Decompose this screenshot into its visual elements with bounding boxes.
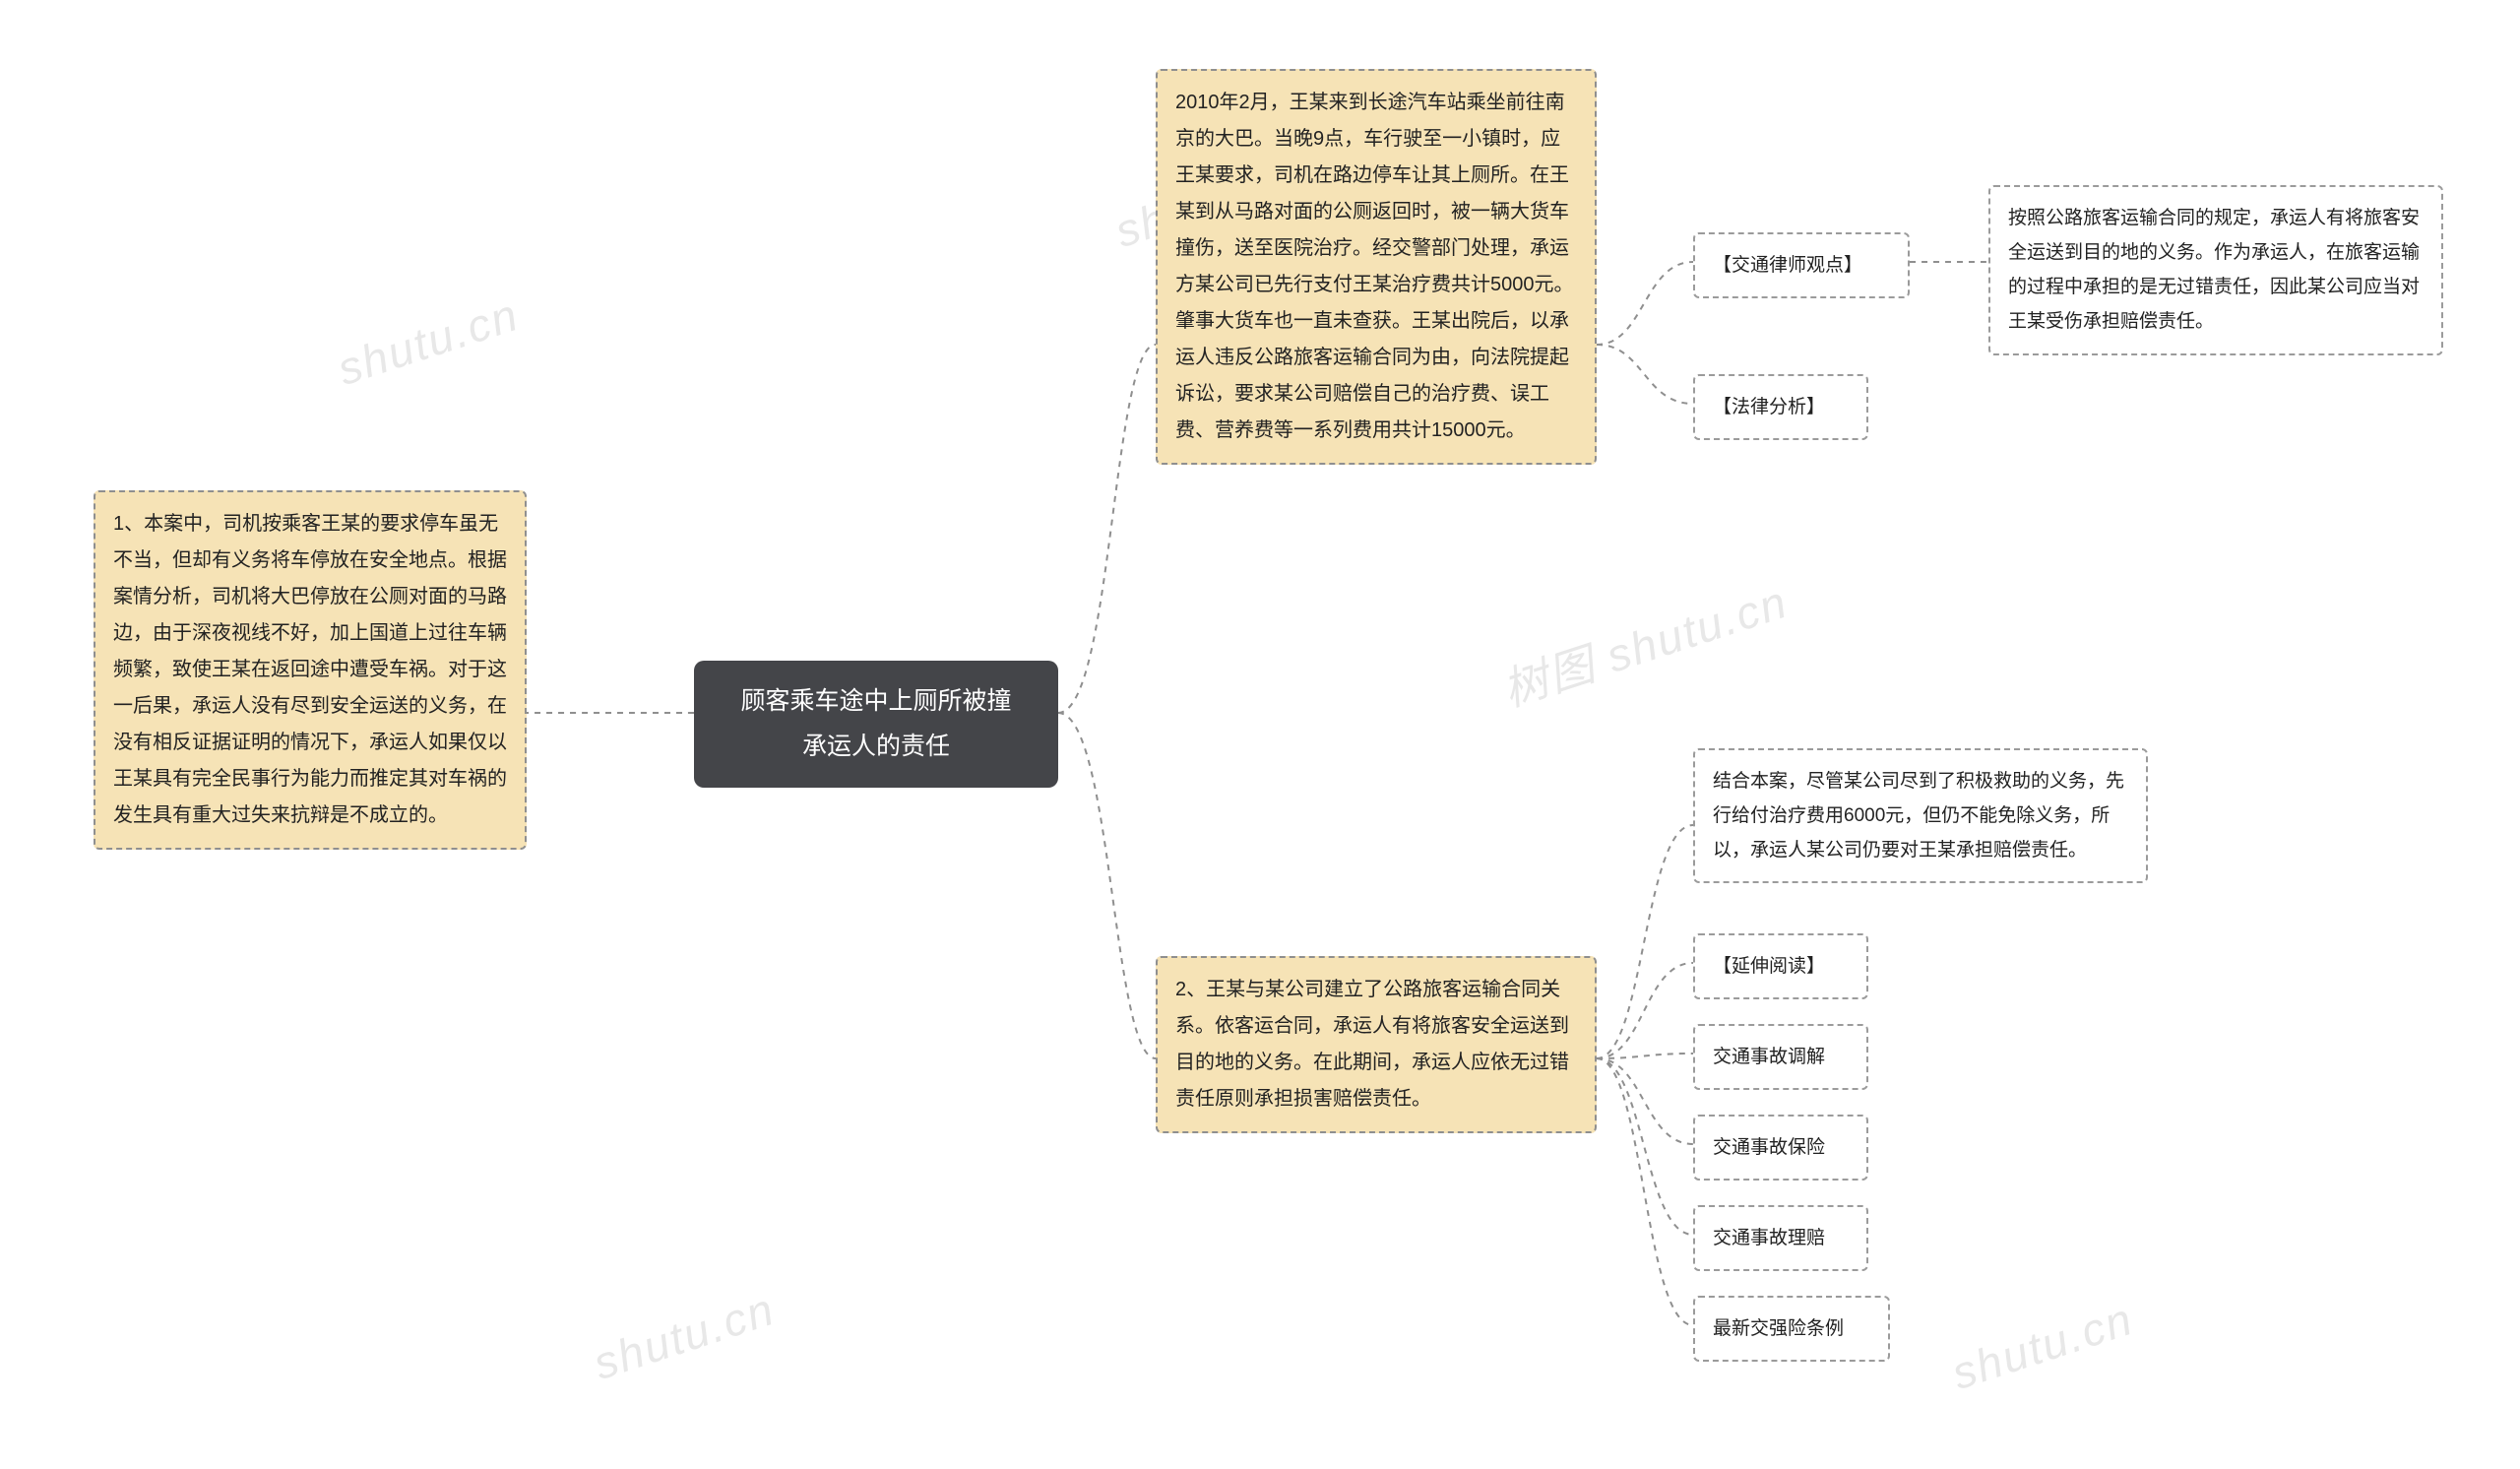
node-text: 2、王某与某公司建立了公路旅客运输合同关系。依客运合同，承运人有将旅客安全运送到…	[1175, 979, 1569, 1110]
right-child-1[interactable]: 2010年2月，王某来到长途汽车站乘坐前往南京的大巴。当晚9点，车行驶至一小镇时…	[1156, 69, 1597, 465]
left-child-node[interactable]: 1、本案中，司机按乘客王某的要求停车虽无不当，但却有义务将车停放在安全地点。根据…	[94, 490, 527, 850]
watermark: shutu.cn	[1945, 1292, 2139, 1400]
mindmap-canvas: shutu.cn shutu.cn 树图 shutu.cn shutu.cn s…	[0, 0, 2520, 1469]
node-label: 交通事故理赔	[1713, 1228, 1825, 1248]
node-case-conclusion[interactable]: 结合本案，尽管某公司尽到了积极救助的义务，先行给付治疗费用6000元，但仍不能免…	[1693, 748, 2148, 883]
node-accident-insurance[interactable]: 交通事故保险	[1693, 1115, 1868, 1181]
node-label: 最新交强险条例	[1713, 1318, 1844, 1339]
watermark: shutu.cn	[587, 1282, 781, 1390]
watermark: 树图 shutu.cn	[1493, 566, 1795, 720]
node-label: 【法律分析】	[1713, 397, 1825, 417]
right-child-2[interactable]: 2、王某与某公司建立了公路旅客运输合同关系。依客运合同，承运人有将旅客安全运送到…	[1156, 956, 1597, 1133]
node-text: 按照公路旅客运输合同的规定，承运人有将旅客安全运送到目的地的义务。作为承运人，在…	[2008, 208, 2420, 332]
node-label: 交通事故调解	[1713, 1047, 1825, 1067]
node-text: 2010年2月，王某来到长途汽车站乘坐前往南京的大巴。当晚9点，车行驶至一小镇时…	[1175, 92, 1574, 441]
watermark: shutu.cn	[331, 287, 525, 396]
node-lawyer-view-detail[interactable]: 按照公路旅客运输合同的规定，承运人有将旅客安全运送到目的地的义务。作为承运人，在…	[1988, 185, 2443, 355]
node-extended-reading[interactable]: 【延伸阅读】	[1693, 933, 1868, 999]
node-accident-mediation[interactable]: 交通事故调解	[1693, 1024, 1868, 1090]
node-legal-analysis[interactable]: 【法律分析】	[1693, 374, 1868, 440]
node-text: 结合本案，尽管某公司尽到了积极救助的义务，先行给付治疗费用6000元，但仍不能免…	[1713, 771, 2124, 861]
node-label: 【交通律师观点】	[1713, 255, 1862, 276]
node-text: 1、本案中，司机按乘客王某的要求停车虽无不当，但却有义务将车停放在安全地点。根据…	[113, 513, 507, 826]
root-node[interactable]: 顾客乘车途中上厕所被撞承运人的责任	[694, 661, 1058, 788]
node-label: 交通事故保险	[1713, 1137, 1825, 1158]
root-text: 顾客乘车途中上厕所被撞承运人的责任	[740, 687, 1011, 760]
node-compulsory-insurance[interactable]: 最新交强险条例	[1693, 1296, 1890, 1362]
node-lawyer-view[interactable]: 【交通律师观点】	[1693, 232, 1910, 298]
node-accident-claims[interactable]: 交通事故理赔	[1693, 1205, 1868, 1271]
node-label: 【延伸阅读】	[1713, 956, 1825, 977]
